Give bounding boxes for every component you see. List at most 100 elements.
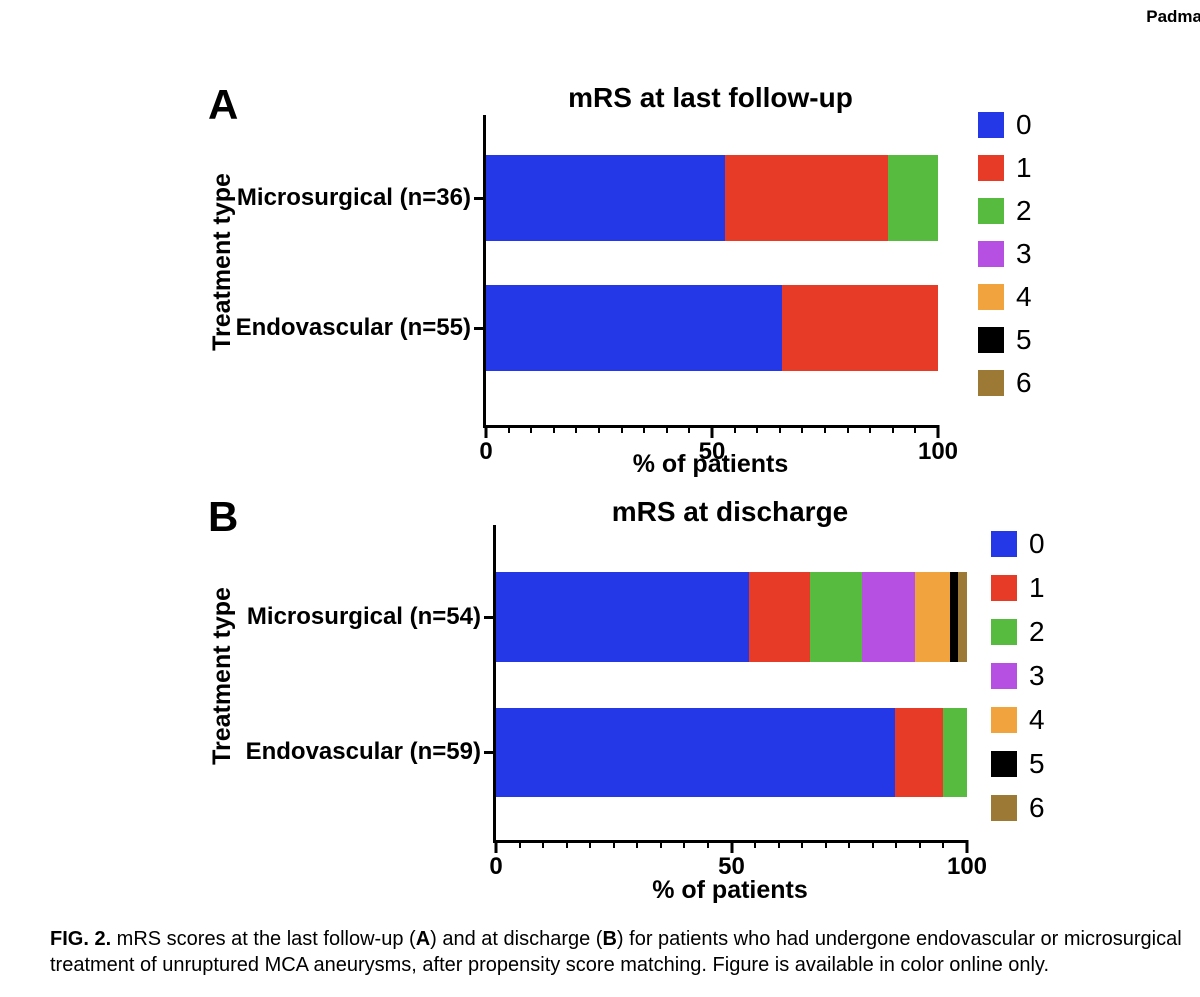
bar-segment-mrs-5: [949, 572, 959, 662]
legend-swatch: [978, 284, 1004, 310]
panel-b-title: mRS at discharge: [611, 496, 849, 527]
x-tick-label: 50: [698, 438, 726, 465]
panel-a-letter: A: [208, 81, 239, 128]
x-axis-tick: [494, 840, 498, 853]
category-label: Microsurgical (n=36): [236, 184, 471, 211]
x-axis-tick: [754, 840, 757, 848]
legend-label: 4: [1016, 281, 1032, 312]
x-axis-tick: [801, 840, 804, 848]
legend-entry-mrs-2: 2: [991, 616, 1045, 647]
x-axis-tick: [733, 425, 736, 433]
bar-segment-mrs-4: [914, 572, 950, 662]
legend-swatch: [978, 327, 1004, 353]
x-axis-tick: [636, 840, 639, 848]
x-axis-tick: [824, 425, 826, 433]
legend-label: 4: [1029, 704, 1045, 735]
x-axis-tick: [918, 840, 921, 848]
bar-segment-mrs-2: [810, 572, 863, 662]
x-axis-tick: [891, 425, 894, 433]
legend-label: 1: [1016, 152, 1032, 183]
legend-label: 5: [1029, 748, 1045, 779]
x-axis-tick: [598, 425, 600, 433]
x-axis-tick: [643, 425, 646, 433]
x-axis-tick: [871, 840, 874, 848]
legend-label: 2: [1016, 195, 1032, 226]
category-tick: [484, 751, 493, 754]
legend-label: 6: [1029, 792, 1045, 823]
x-axis-tick: [530, 425, 533, 433]
x-axis-tick: [869, 425, 872, 433]
caption-bold-text: B: [602, 928, 617, 950]
caption-bold-text: A: [415, 928, 431, 950]
legend-label: 6: [1016, 367, 1032, 398]
legend-swatch: [978, 112, 1004, 138]
x-axis-tick: [914, 425, 917, 433]
panel-b-plot: 0 50 100: [489, 525, 987, 880]
bar-segment-mrs-0: [486, 285, 783, 371]
x-axis-tick: [683, 840, 686, 848]
legend-swatch: [991, 575, 1017, 601]
x-tick-label: 0: [489, 853, 503, 880]
legend-label: 3: [1016, 238, 1032, 269]
legend-label: 0: [1029, 528, 1045, 559]
legend-entry-mrs-6: 6: [991, 792, 1045, 823]
x-axis-tick: [665, 425, 668, 433]
category-label: Endovascular (n=55): [235, 314, 471, 341]
legend-entry-mrs-0: 0: [991, 528, 1045, 559]
x-tick-label: 100: [946, 853, 988, 880]
bar-segment-mrs-2: [887, 155, 938, 241]
x-tick-label: 0: [479, 438, 493, 465]
x-axis-tick: [620, 425, 623, 433]
x-axis-tick: [710, 425, 714, 438]
x-axis-tick: [778, 425, 781, 433]
x-axis-tick: [659, 840, 662, 848]
x-axis-tick: [518, 840, 521, 848]
x-axis-tick: [507, 425, 510, 433]
bar-row: [496, 572, 968, 662]
legend-label: 2: [1029, 616, 1045, 647]
x-axis-tick: [706, 840, 709, 848]
legend-label: 1: [1029, 572, 1045, 603]
x-axis-tick: [965, 840, 969, 853]
bar-row: [496, 708, 967, 797]
bar-segment-mrs-6: [958, 572, 968, 662]
legend-entry-mrs-1: 1: [991, 572, 1045, 603]
legend-entry-mrs-6: 6: [978, 367, 1032, 398]
bar-segment-mrs-1: [894, 708, 943, 797]
legend-label: 0: [1016, 109, 1032, 140]
bar-row: [486, 285, 938, 371]
x-axis-tick: [801, 425, 804, 433]
x-axis-tick: [846, 425, 849, 433]
legend-swatch: [991, 619, 1017, 645]
x-axis-tick: [552, 425, 555, 433]
bar-segment-mrs-0: [486, 155, 725, 241]
x-tick-label: 50: [718, 853, 745, 880]
panel-b-letter: B: [208, 493, 239, 540]
bar-segment-mrs-3: [862, 572, 915, 662]
x-axis-tick: [730, 840, 733, 853]
x-axis-tick: [777, 840, 780, 848]
x-axis-tick: [565, 840, 568, 848]
x-axis-tick: [484, 425, 488, 438]
x-axis-tick: [575, 425, 578, 433]
legend-swatch: [978, 198, 1004, 224]
category-tick: [474, 327, 483, 330]
caption-text: ) and at discharge (: [430, 928, 603, 950]
x-axis-tick: [688, 425, 691, 433]
legend-label: 5: [1016, 324, 1032, 355]
legend-swatch: [991, 795, 1017, 821]
bar-segment-mrs-0: [496, 708, 895, 797]
bar-segment-mrs-2: [942, 708, 967, 797]
figure-caption: FIG. 2. mRS scores at the last follow-up…: [50, 926, 1195, 978]
bar-segment-mrs-1: [724, 155, 888, 241]
legend-swatch: [978, 155, 1004, 181]
x-axis-tick: [895, 840, 898, 848]
running-head: Padma: [1146, 7, 1200, 26]
caption-text: mRS scores at the last follow-up (: [111, 928, 416, 950]
caption-bold-text: FIG. 2.: [50, 928, 112, 950]
legend-entry-mrs-5: 5: [978, 324, 1032, 355]
legend-entry-mrs-0: 0: [978, 109, 1032, 140]
category-tick: [474, 197, 483, 200]
legend-entry-mrs-1: 1: [978, 152, 1032, 183]
